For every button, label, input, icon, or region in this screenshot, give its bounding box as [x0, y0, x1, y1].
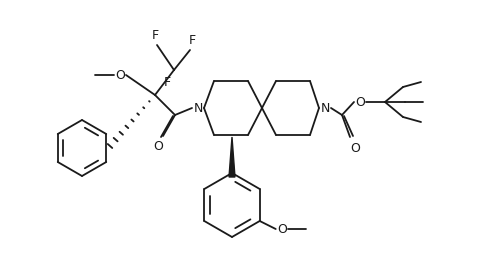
Text: F: F: [188, 34, 196, 47]
Text: F: F: [164, 75, 170, 88]
Text: O: O: [153, 140, 163, 153]
Text: N: N: [194, 101, 202, 114]
Polygon shape: [229, 137, 235, 177]
Text: O: O: [115, 68, 125, 81]
Text: O: O: [277, 223, 286, 236]
Text: O: O: [350, 141, 360, 154]
Text: O: O: [355, 95, 365, 108]
Text: F: F: [152, 29, 158, 42]
Text: N: N: [320, 101, 330, 114]
